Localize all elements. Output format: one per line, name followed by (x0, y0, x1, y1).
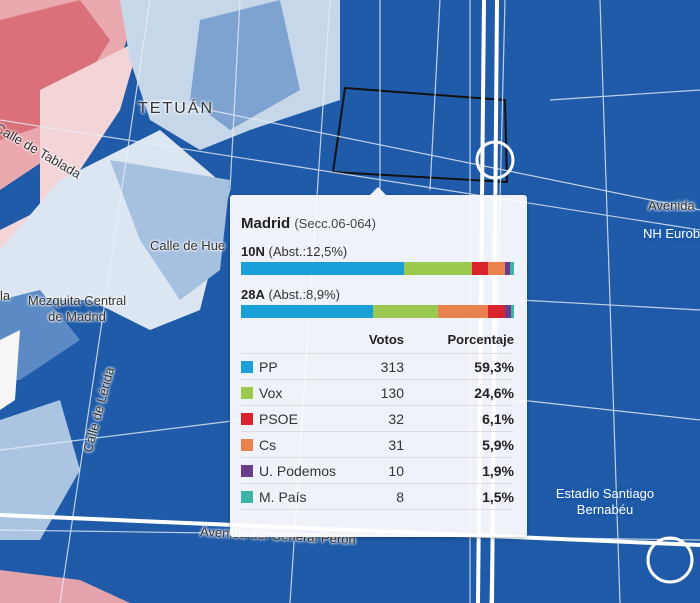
district-mid-blue2 (110, 160, 230, 300)
section-code: (Secc.06-064) (294, 216, 376, 231)
table-row: M. País 8 1,5% (241, 483, 514, 510)
table-row: Cs 31 5,9% (241, 431, 514, 458)
table-row: PSOE 32 6,1% (241, 405, 514, 432)
pct-cell: 24,6% (404, 379, 514, 406)
bar-segment-psoe (488, 305, 506, 318)
bar-segment-u-podemos (505, 305, 512, 318)
municipality: Madrid (241, 215, 291, 232)
party-name: Vox (259, 384, 283, 401)
district-mid-blue (190, 0, 300, 130)
votes-cell: 10 (359, 457, 404, 484)
party-swatch (241, 386, 253, 399)
bar-segment-vox (404, 262, 472, 275)
election-28a-label: 28A (Abst.:8,9%) (241, 287, 516, 302)
district-white (0, 330, 20, 410)
bar-segment-cs (488, 262, 505, 275)
votes-cell: 8 (359, 483, 404, 510)
party-swatch (241, 360, 253, 373)
label-mezquita: Mezquita Central de Madrid (27, 293, 127, 324)
pct-cell: 1,9% (404, 457, 514, 484)
pct-cell: 59,3% (404, 353, 514, 380)
label-avenida: Avenida (648, 198, 695, 213)
section-tooltip: Madrid (Secc.06-064) 10N (Abst.:12,5%) 2… (230, 187, 527, 537)
votes-cell: 130 (359, 379, 404, 406)
selected-section (331, 86, 509, 184)
table-row: U. Podemos 10 1,9% (241, 457, 514, 484)
results-table: Votos Porcentaje PP 313 59,3% Vox 130 24,6% PSO… (241, 332, 514, 510)
party-cell: Cs (241, 431, 360, 458)
party-name: PP (259, 358, 278, 375)
party-swatch (241, 438, 253, 451)
party-cell: U. Podemos (241, 457, 360, 484)
party-name: U. Podemos (259, 462, 337, 479)
pct-cell: 6,1% (404, 405, 514, 432)
district-red (0, 0, 110, 140)
district-pink-bottom (0, 570, 130, 603)
party-name: Cs (259, 436, 277, 453)
party-cell: PP (241, 353, 360, 380)
label-estadio: Estadio Santiago Bernabéu (555, 486, 655, 517)
tooltip-title: Madrid (Secc.06-064) (241, 215, 516, 232)
party-name: M. País (259, 488, 307, 505)
election-10n-label: 10N (Abst.:12,5%) (241, 244, 516, 259)
label-left-cut: la (0, 288, 11, 303)
election-28a-bar (241, 305, 514, 318)
party-cell: Vox (241, 379, 360, 406)
votes-cell: 32 (359, 405, 404, 432)
party-cell: M. País (241, 483, 360, 510)
election-name: 28A (241, 287, 265, 302)
party-swatch (241, 412, 253, 425)
pct-cell: 5,9% (404, 431, 514, 458)
pct-cell: 1,5% (404, 483, 514, 510)
election-name: 10N (241, 244, 265, 259)
label-nh: NH Eurobuild (643, 226, 700, 241)
bar-segment-cs (438, 305, 489, 318)
abstention: (Abst.:12,5%) (268, 244, 348, 259)
label-calle-hue: Calle de Hue (150, 238, 226, 253)
election-10n-bar (241, 262, 514, 275)
bar-segment-vox (373, 305, 439, 318)
table-row: Vox 130 24,6% (241, 379, 514, 406)
party-swatch (241, 464, 253, 477)
votes-header: Votos (368, 332, 404, 347)
bar-segment-psoe (471, 262, 489, 275)
party-swatch (241, 490, 253, 503)
party-name: PSOE (259, 410, 298, 427)
bar-segment-m-pa-s (511, 305, 514, 318)
bar-segment-m-pa-s (509, 262, 514, 275)
label-tetuan: TETUÁN (138, 100, 214, 117)
district-mid-blue3 (0, 290, 80, 380)
bar-segment-u-podemos (504, 262, 510, 275)
bar-segment-pp (241, 262, 405, 275)
party-cell: PSOE (241, 405, 360, 432)
bar-segment-pp (241, 305, 374, 318)
district-light-blue3 (0, 400, 80, 540)
votes-cell: 31 (359, 431, 404, 458)
pct-header: Porcentaje (447, 332, 514, 347)
abstention: (Abst.:8,9%) (268, 287, 341, 302)
votes-cell: 313 (359, 353, 404, 380)
table-row: PP 313 59,3% (241, 353, 514, 380)
